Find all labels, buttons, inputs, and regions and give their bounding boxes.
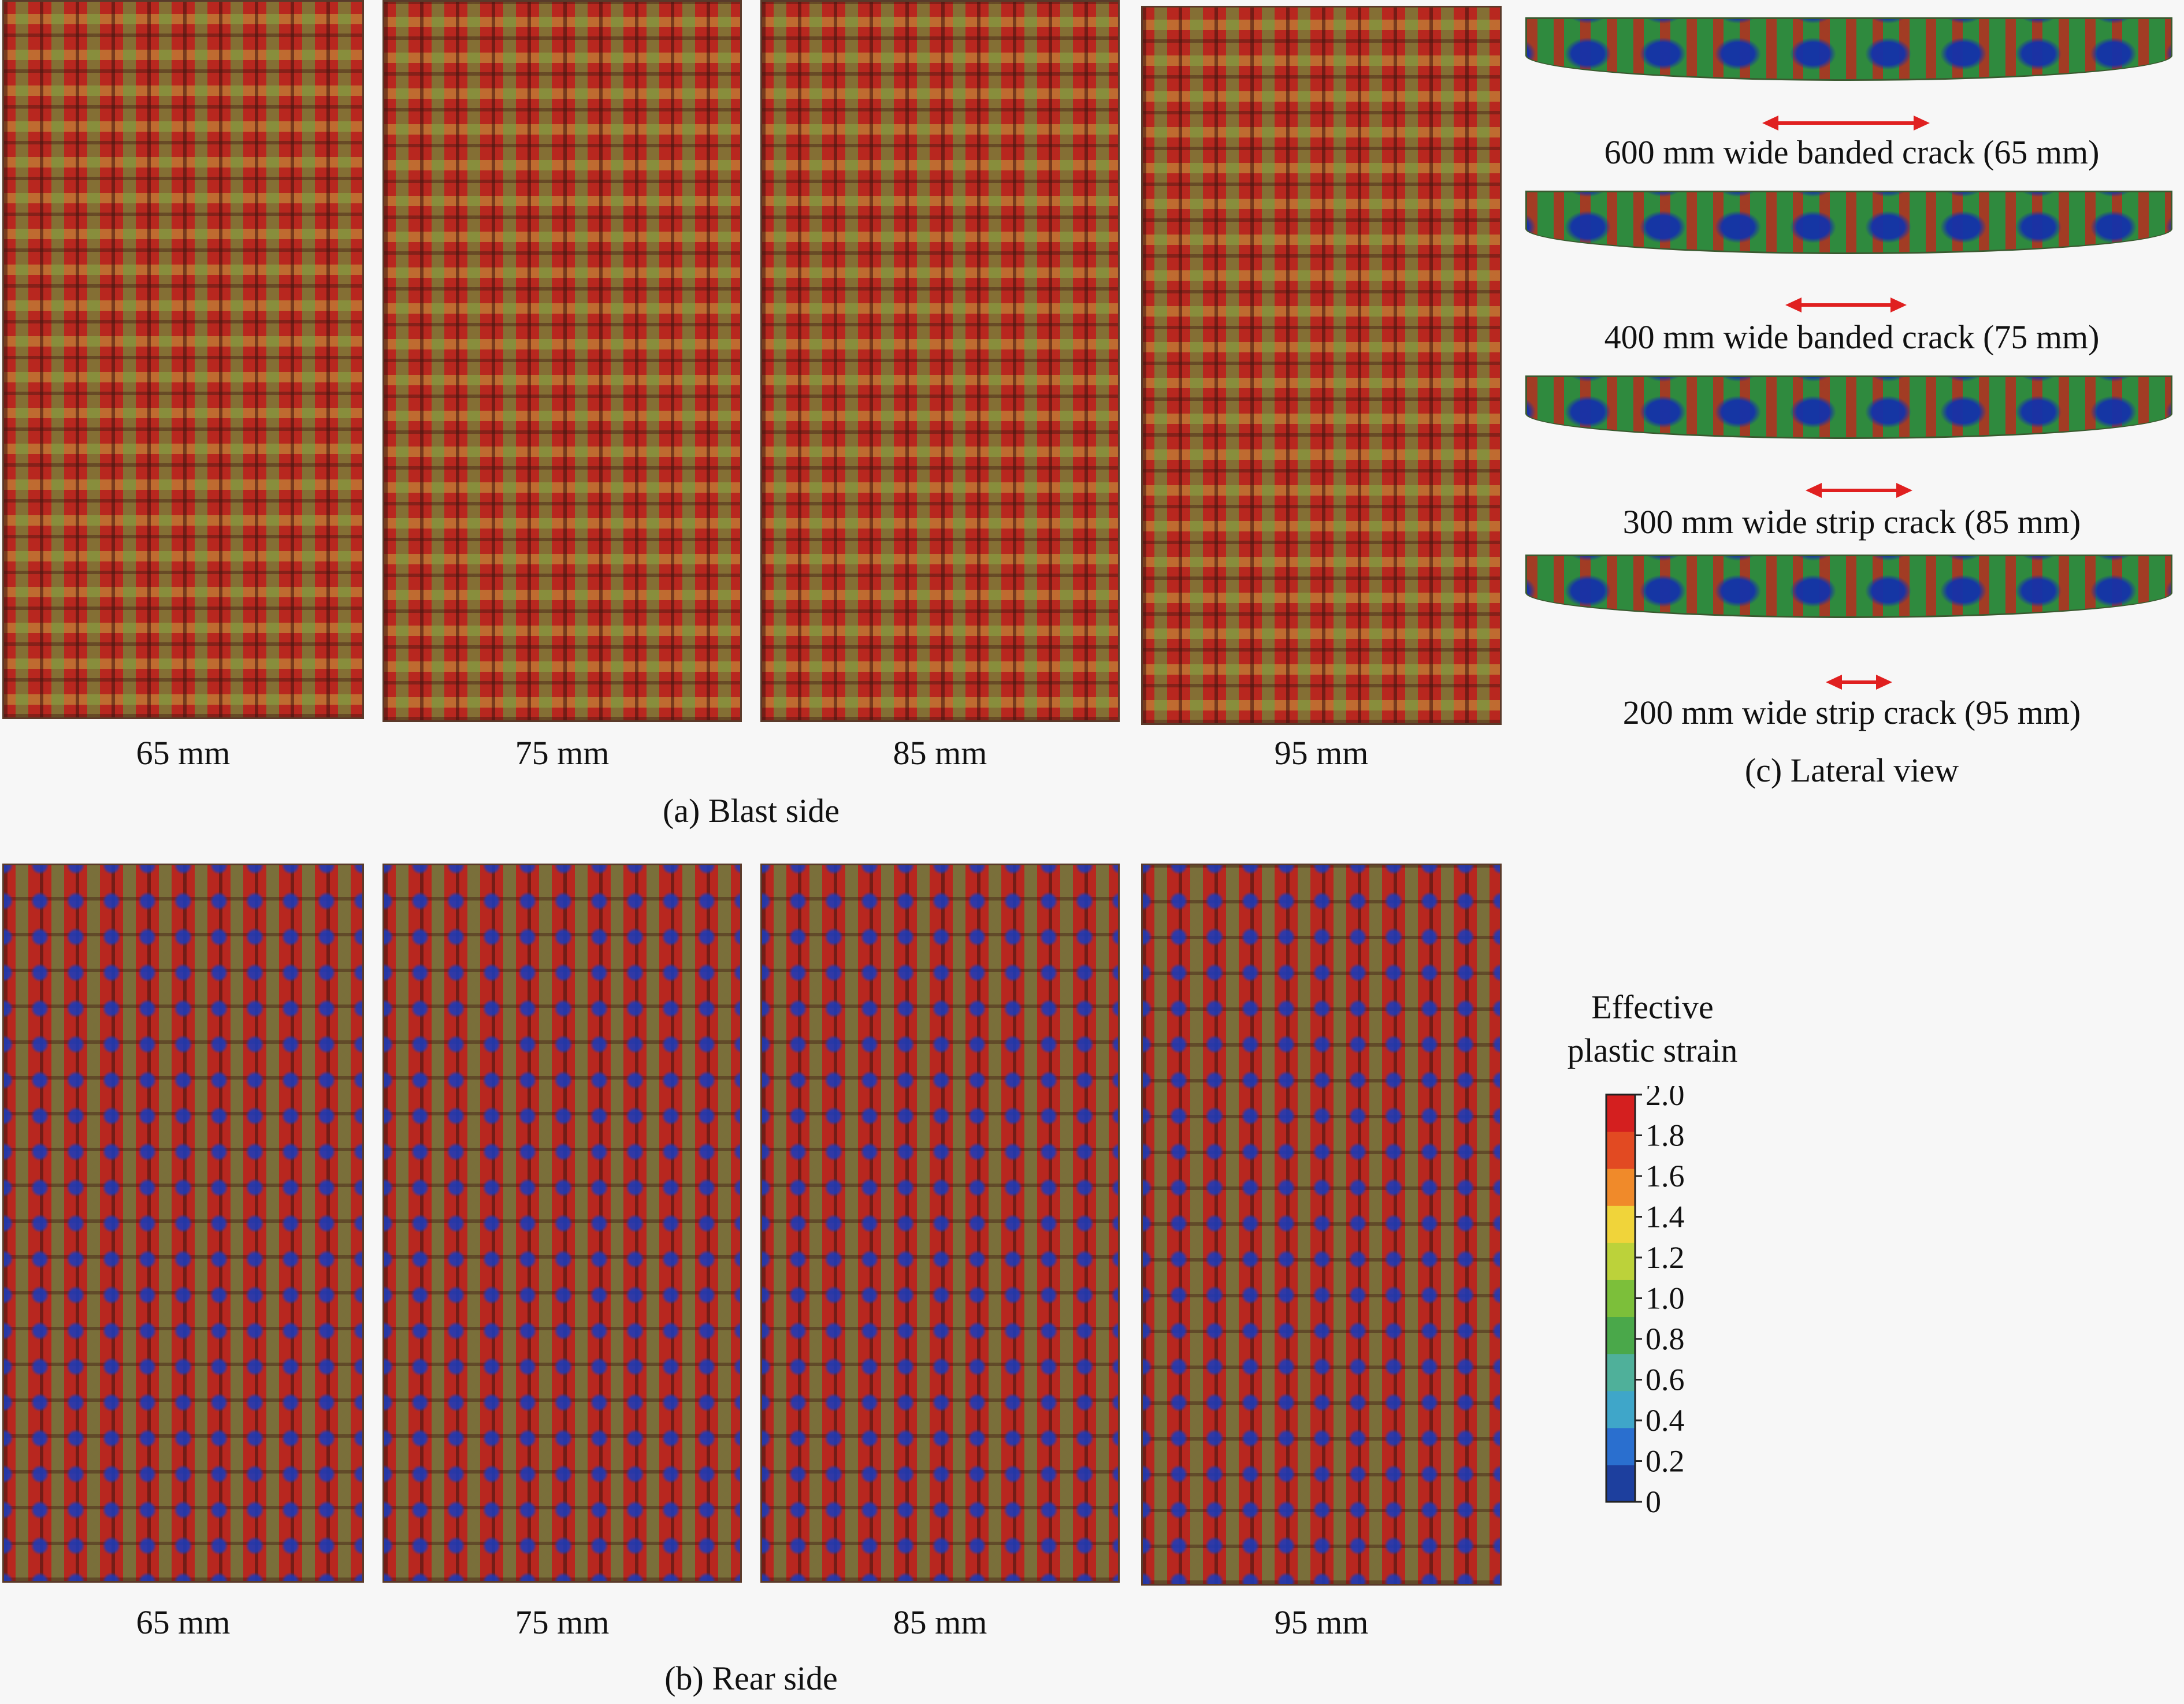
lateral-beam-85mm bbox=[1525, 375, 2172, 439]
rear-label-75mm: 75 mm bbox=[515, 1603, 610, 1641]
colorbar-tick-label: 1.4 bbox=[1646, 1200, 1685, 1234]
colorbar-segment bbox=[1606, 1242, 1635, 1280]
colorbar-segment bbox=[1606, 1206, 1635, 1243]
lateral-beam-95mm bbox=[1525, 555, 2172, 618]
crack-width-arrow-65mm bbox=[1762, 116, 1930, 131]
blast-label-75mm: 75 mm bbox=[515, 734, 610, 772]
blast-label-85mm: 85 mm bbox=[893, 734, 987, 772]
colorbar-segment bbox=[1606, 1279, 1635, 1318]
lateral-beam-65mm bbox=[1525, 17, 2172, 81]
rear-side-panel-95mm bbox=[1141, 864, 1502, 1586]
crack-label-65mm: 600 mm wide banded crack (65 mm) bbox=[1604, 133, 2100, 171]
colorbar-tick-label: 0 bbox=[1646, 1485, 1661, 1519]
lateral-view-caption: (c) Lateral view bbox=[1744, 751, 1959, 789]
colorbar-segment bbox=[1606, 1169, 1635, 1206]
colorbar-segment bbox=[1606, 1390, 1635, 1428]
rear-label-85mm: 85 mm bbox=[893, 1603, 987, 1641]
crack-label-75mm: 400 mm wide banded crack (75 mm) bbox=[1604, 318, 2100, 356]
colorbar-tick-label: 0.8 bbox=[1646, 1322, 1685, 1356]
rear-label-95mm: 95 mm bbox=[1274, 1603, 1369, 1641]
blast-side-caption: (a) Blast side bbox=[662, 792, 840, 829]
colorbar-segment bbox=[1606, 1095, 1635, 1132]
blast-side-panel-85mm bbox=[760, 0, 1120, 722]
colorbar-tick-label: 0.2 bbox=[1646, 1444, 1685, 1479]
crack-width-arrow-85mm bbox=[1806, 483, 1912, 498]
colorbar-segment bbox=[1606, 1353, 1635, 1392]
crack-label-85mm: 300 mm wide strip crack (85 mm) bbox=[1622, 503, 2081, 541]
colorbar-tick-label: 0.4 bbox=[1646, 1403, 1685, 1438]
colorbar-tick-label: 1.0 bbox=[1646, 1281, 1685, 1316]
blast-side-panel-95mm bbox=[1141, 6, 1502, 725]
crack-width-arrow-75mm bbox=[1785, 297, 1907, 312]
colorbar-segment bbox=[1606, 1427, 1635, 1465]
rear-label-65mm: 65 mm bbox=[136, 1603, 231, 1641]
lateral-beam-75mm bbox=[1525, 191, 2172, 254]
colorbar-segment bbox=[1606, 1316, 1635, 1355]
legend-title-line1: Effective bbox=[1591, 988, 1714, 1026]
colorbar-tick-label: 1.8 bbox=[1646, 1118, 1685, 1153]
colorbar-segment bbox=[1606, 1132, 1635, 1169]
rear-side-panel-85mm bbox=[760, 864, 1120, 1583]
blast-label-95mm: 95 mm bbox=[1274, 734, 1369, 772]
colorbar-tick-label: 1.2 bbox=[1646, 1240, 1685, 1275]
colorbar: 2.0 1.8 1.6 1.4 1.2 1.0 0.8 0.6 0.4 0.2 0 bbox=[1605, 1086, 1685, 1519]
rear-side-panel-75mm bbox=[382, 864, 742, 1583]
blast-side-panel-65mm bbox=[2, 0, 364, 719]
colorbar-tick-label: 2.0 bbox=[1646, 1086, 1685, 1112]
crack-width-arrow-95mm bbox=[1826, 675, 1892, 690]
rear-side-caption: (b) Rear side bbox=[664, 1660, 838, 1697]
legend-title-line2: plastic strain bbox=[1567, 1032, 1738, 1069]
blast-label-65mm: 65 mm bbox=[136, 734, 231, 772]
rear-side-panel-65mm bbox=[2, 864, 364, 1583]
crack-label-95mm: 200 mm wide strip crack (95 mm) bbox=[1622, 694, 2081, 731]
colorbar-segment bbox=[1606, 1464, 1635, 1502]
blast-side-panel-75mm bbox=[382, 0, 742, 722]
colorbar-tick-label: 0.6 bbox=[1646, 1363, 1685, 1397]
colorbar-tick-label: 1.6 bbox=[1646, 1159, 1685, 1193]
